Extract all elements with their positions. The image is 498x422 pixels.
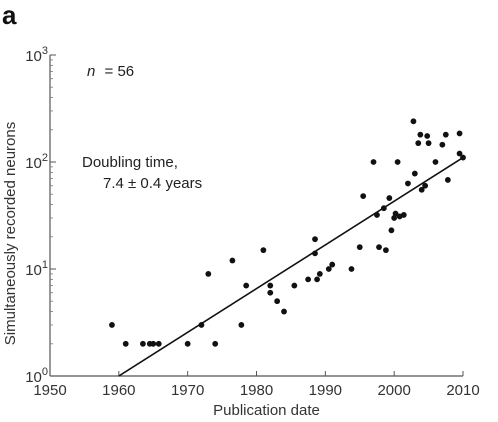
data-point <box>425 140 432 147</box>
data-point <box>444 177 451 183</box>
y-tick-label: 100 <box>25 366 48 386</box>
data-point <box>312 236 318 243</box>
data-point <box>205 270 212 277</box>
x-tick-label: 1950 <box>33 382 66 399</box>
panel-label: a <box>2 0 17 30</box>
doubling-time-value: 7.4 ± 0.4 years <box>103 175 202 192</box>
data-point <box>155 340 162 347</box>
n-symbol: n <box>87 63 95 80</box>
data-point <box>122 340 129 347</box>
data-point <box>374 212 380 218</box>
y-tick-label: 101 <box>25 259 48 279</box>
y-axis-label: Simultaneously recorded neurons <box>2 122 19 345</box>
data-point <box>388 227 395 234</box>
data-point <box>415 140 422 147</box>
data-point <box>360 193 367 200</box>
data-point <box>229 257 236 264</box>
data-point <box>281 308 287 315</box>
data-point <box>392 210 399 217</box>
data-point <box>424 133 431 139</box>
doubling-time-label: Doubling time, <box>82 154 178 171</box>
data-point <box>432 159 439 165</box>
data-point <box>312 250 318 257</box>
x-axis-label: Publication date <box>213 402 320 419</box>
data-point <box>243 282 250 289</box>
data-point <box>184 340 191 347</box>
data-point <box>314 276 320 283</box>
y-tick-label: 103 <box>25 45 48 65</box>
data-point <box>316 270 323 277</box>
data-point <box>267 282 274 289</box>
data-point <box>348 266 355 272</box>
data-point <box>411 170 418 177</box>
data-point <box>325 266 332 272</box>
data-point <box>383 247 389 254</box>
n-value: = 56 <box>105 63 135 80</box>
data-point <box>422 182 429 189</box>
data-point <box>400 212 407 218</box>
data-point <box>394 159 401 165</box>
x-axis-ticks: 1950 1960 1970 1980 1990 2000 2010 <box>33 371 480 399</box>
data-point <box>442 131 449 138</box>
data-point <box>418 186 425 193</box>
x-tick-label: 1990 <box>309 382 342 399</box>
x-tick-label: 1970 <box>171 382 204 399</box>
data-point <box>439 141 446 148</box>
data-point <box>460 154 466 161</box>
x-tick-label: 1960 <box>102 382 135 399</box>
data-point <box>370 159 377 165</box>
data-point <box>456 130 463 137</box>
data-point <box>410 118 417 125</box>
data-point <box>150 340 157 347</box>
data-point <box>140 340 146 347</box>
data-point <box>356 244 363 251</box>
data-point <box>260 247 267 254</box>
data-point <box>291 282 298 289</box>
data-point <box>456 150 463 157</box>
data-point <box>380 205 387 212</box>
data-point <box>305 276 312 283</box>
x-tick-label: 2000 <box>377 382 410 399</box>
n-annotation: n = 56 <box>87 63 134 80</box>
data-point <box>405 180 411 187</box>
y-tick-label: 102 <box>25 152 48 172</box>
data-point <box>376 244 382 251</box>
data-point <box>238 322 245 328</box>
fit-line-group <box>118 156 464 377</box>
data-point <box>109 322 115 328</box>
data-point <box>267 289 274 296</box>
x-tick-label: 1980 <box>240 382 273 399</box>
data-point <box>391 215 398 221</box>
data-point <box>329 261 336 268</box>
data-point <box>212 340 219 347</box>
data-points <box>109 118 466 347</box>
data-point <box>417 131 424 138</box>
y-axis-ticks: 100 101 102 103 <box>25 45 56 386</box>
x-tick-label: 2010 <box>446 382 479 399</box>
data-point <box>386 195 393 201</box>
data-point <box>198 322 205 328</box>
data-point <box>274 298 281 305</box>
regression-fit-line <box>118 156 464 377</box>
